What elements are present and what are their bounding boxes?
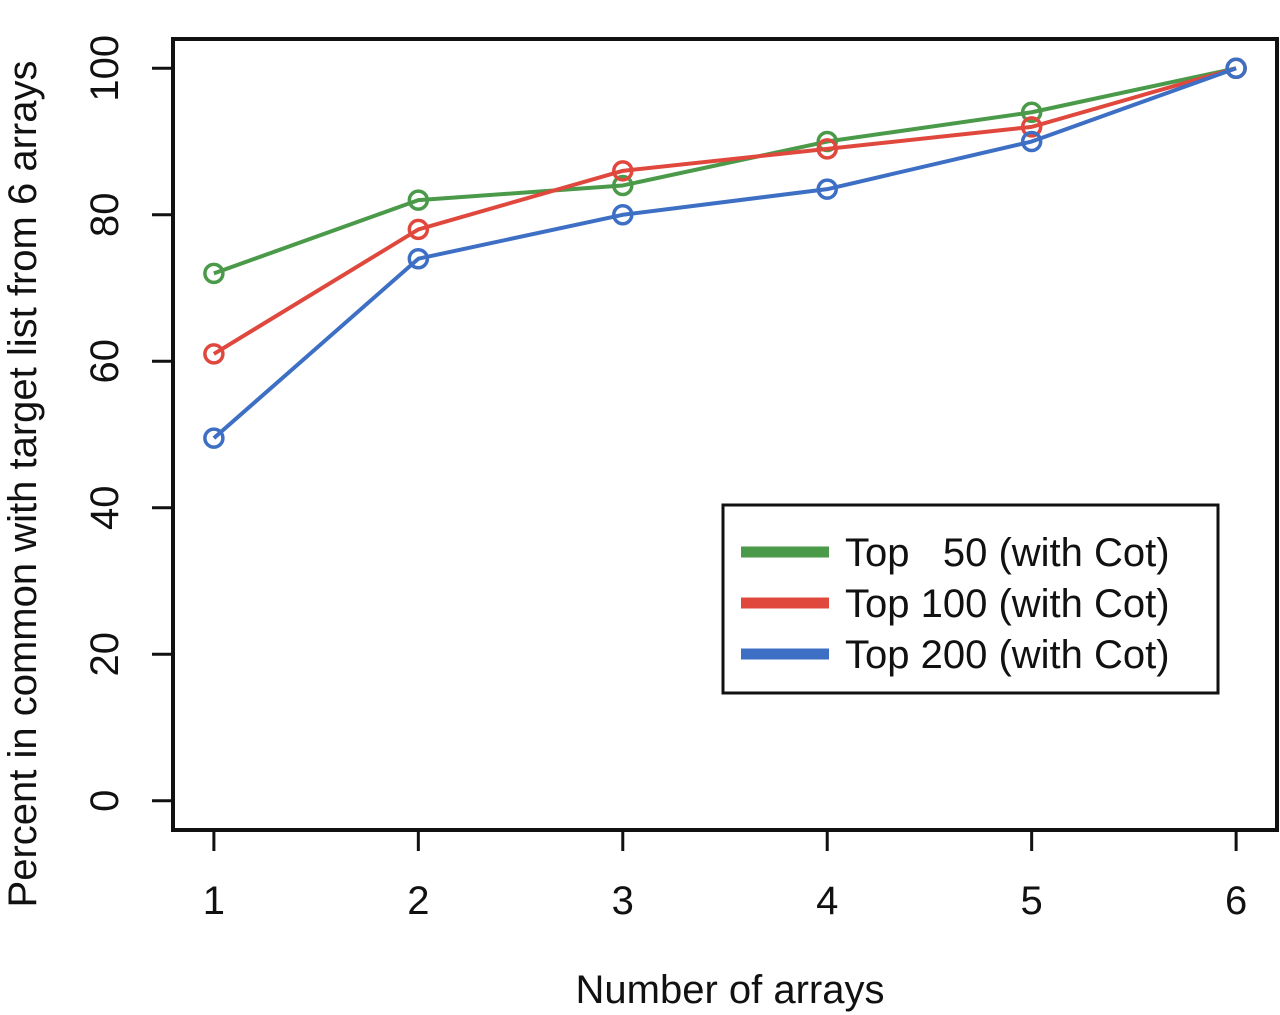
x-axis-label: Number of arrays: [576, 968, 885, 1012]
series-line: [212, 66, 1237, 440]
y-tick-label: 100: [83, 35, 127, 102]
legend-label: Top 50 (with Cot): [845, 531, 1170, 575]
y-tick-label: 20: [83, 632, 127, 677]
series-line: [213, 66, 1237, 276]
data-point: [816, 138, 838, 160]
data-point: [1225, 57, 1247, 80]
y-tick-label: 80: [83, 193, 127, 238]
x-tick-label: 3: [612, 879, 634, 923]
y-axis: 0 20 40 60 80 100: [83, 35, 173, 812]
data-point: [1020, 116, 1043, 138]
legend: Top 50 (with Cot) Top 100 (with Cot) Top 2…: [721, 503, 1220, 695]
data-point: [203, 427, 225, 449]
y-tick-label: 0: [83, 790, 127, 812]
data-point: [612, 204, 634, 226]
data-point: [1020, 130, 1043, 153]
y-tick-label: 60: [83, 339, 127, 384]
x-tick-label: 6: [1225, 879, 1247, 923]
data-point: [612, 174, 634, 197]
x-tick-label: 5: [1021, 879, 1043, 923]
y-tick-label: 40: [83, 485, 127, 529]
series-3: [203, 57, 1247, 449]
legend-label: Top 100 (with Cot): [845, 582, 1170, 626]
series-layer: [203, 57, 1247, 449]
legend-label: Top 200 (with Cot): [845, 633, 1170, 677]
data-point: [1020, 101, 1043, 123]
data-point: [816, 178, 838, 200]
x-tick-label: 1: [203, 879, 225, 923]
data-point: [407, 218, 430, 241]
data-point: [407, 189, 430, 211]
x-axis: 1 2 3 4 5 6: [203, 830, 1247, 923]
data-point: [612, 160, 634, 182]
data-point: [407, 247, 430, 270]
x-tick-label: 2: [407, 879, 429, 923]
series-line: [212, 66, 1237, 356]
data-point: [203, 262, 225, 285]
y-axis-label: Percent in common with target list from …: [1, 61, 45, 908]
plot-area: [171, 37, 1279, 832]
x-tick-label: 4: [816, 879, 838, 923]
data-point: [203, 343, 225, 365]
